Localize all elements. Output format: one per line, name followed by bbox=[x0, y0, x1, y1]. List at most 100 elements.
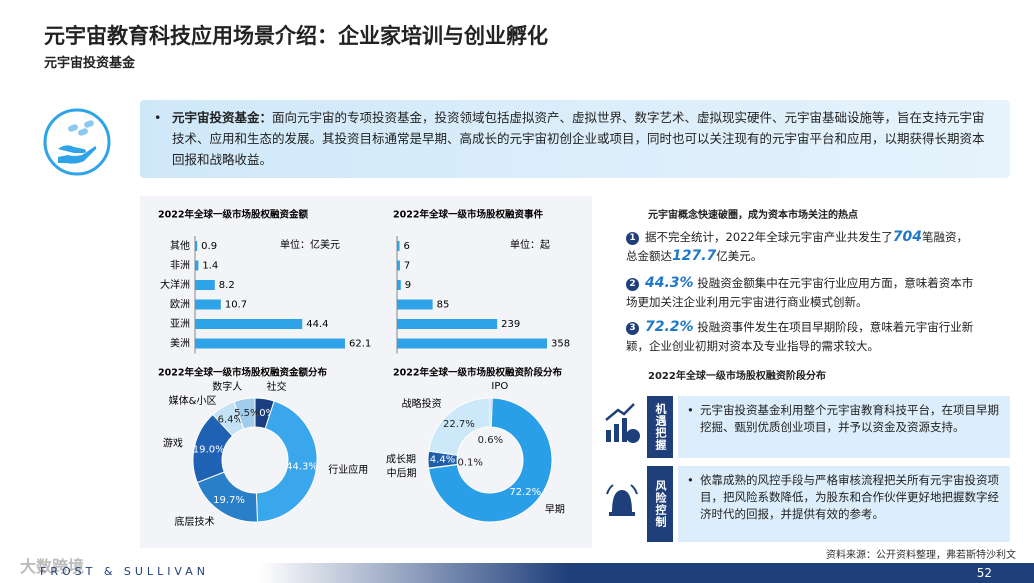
category-label: 行业应用 bbox=[328, 463, 368, 476]
intro-box: • 元宇宙投资基金：面向元宇宙的专项投资基金，投资领域包括虚拟资产、虚拟世界、数… bbox=[140, 100, 1010, 178]
slide-title: 元宇宙教育科技应用场景介绍：企业家培训与创业孵化 bbox=[44, 24, 548, 48]
category-label: 成长期 bbox=[386, 454, 416, 466]
value-label: 1.4 bbox=[202, 261, 218, 272]
value-label: 8.2 bbox=[219, 280, 235, 291]
bar bbox=[195, 338, 345, 349]
category-label: 社交 bbox=[267, 380, 287, 393]
item-value: 72.2% bbox=[645, 319, 694, 335]
item-value: 704 bbox=[892, 229, 922, 245]
bar bbox=[195, 260, 199, 271]
category-label: 游戏 bbox=[163, 437, 183, 450]
strategy-text: 依靠成熟的风控手段与严格审核流程把关所有元宇宙投资项目，把风险系数降低，为股东和… bbox=[700, 473, 999, 521]
value-label: 85 bbox=[437, 300, 450, 311]
item-number: 2 bbox=[626, 278, 639, 291]
value-label: 19.0% bbox=[193, 444, 225, 455]
strategy-title: 2022年全球一级市场股权融资阶段分布 bbox=[648, 371, 826, 382]
bar bbox=[397, 319, 498, 329]
bar bbox=[397, 338, 547, 349]
value-label: 358 bbox=[551, 339, 570, 350]
bar bbox=[195, 241, 198, 251]
value-label: 44.3% bbox=[286, 461, 318, 472]
highlight-item: 2 44.3% 投融资金额集中在元宇宙行业应用方面，意味着资本市场更加关注企业利用… bbox=[626, 274, 976, 312]
strategy-box: • 元宇宙投资基金利用整个元宇宙教育科技平台，在项目早期挖掘、甄别优质创业项目，并… bbox=[678, 396, 1010, 458]
value-label: 10.7 bbox=[225, 300, 247, 311]
value-label: 0.6% bbox=[478, 435, 503, 446]
value-label: 62.1 bbox=[349, 339, 371, 350]
donut-chart: 2022年全球一级市场股权融资金额分布 5.0% 44.3% 19.7% 19.0% 6.… bbox=[158, 367, 368, 528]
value-label: 44.4 bbox=[306, 319, 328, 330]
category-label: 早期 bbox=[545, 504, 565, 516]
value-label: 4.4% bbox=[430, 455, 455, 466]
item-text: 亿美元。 bbox=[716, 249, 763, 263]
item-value: 127.7 bbox=[672, 248, 717, 264]
category-label: 数字人 bbox=[212, 380, 242, 393]
strategy-box: • 依靠成熟的风控手段与严格审核流程把关所有元宇宙投资项目，把风险系数降低，为股东… bbox=[678, 466, 1010, 542]
item-value: 44.3% bbox=[645, 275, 694, 291]
category-label: 欧洲 bbox=[170, 299, 190, 311]
donut-chart: 2022年全球一级市场股权融资阶段分布 0.6% 72.2% 0.1%4.4% 22.7… bbox=[386, 367, 565, 523]
intro-label: 元宇宙投资基金： bbox=[172, 110, 273, 125]
bar bbox=[397, 260, 400, 271]
chart-title: 2022年全球一级市场股权融资金额分布 bbox=[158, 367, 327, 379]
alarm-icon bbox=[606, 484, 638, 516]
bar bbox=[397, 280, 401, 290]
brand: FROST & SULLIVAN bbox=[40, 565, 210, 578]
intro-text: 面向元宇宙的专项投资基金，投资领域包括虚拟资产、虚拟世界、数字艺术、虚拟现实硬件… bbox=[172, 110, 985, 167]
category-label: 战略投资 bbox=[402, 397, 442, 410]
category-label: 亚洲 bbox=[170, 318, 190, 330]
chart-title: 2022年全球一级市场股权融资事件 bbox=[393, 209, 543, 221]
value-label: 7 bbox=[404, 261, 410, 272]
item-text: 据不完全统计，2022年全球元宇宙产业共发生了 bbox=[645, 230, 893, 244]
category-label: 大洋洲 bbox=[160, 278, 190, 291]
source-note: 资料来源：公开资料整理，弗若斯特沙利文 bbox=[826, 550, 1016, 561]
bar bbox=[397, 299, 433, 310]
category-label: 底层技术 bbox=[175, 515, 215, 528]
highlights-title: 元宇宙概念快速破圈，成为资本市场关注的热点 bbox=[648, 210, 858, 221]
unit-label: 单位：起 bbox=[510, 238, 550, 251]
donut-segment bbox=[428, 397, 491, 456]
bar bbox=[195, 299, 221, 310]
item-number: 1 bbox=[626, 232, 639, 245]
item-text: 投融资事件发生在项目早期阶段，意味着元宇宙行业新颖，企业创业初期对资本及专业指导… bbox=[626, 320, 974, 353]
bar bbox=[397, 241, 400, 251]
chart-title: 2022年全球一级市场股权融资阶段分布 bbox=[393, 367, 562, 379]
value-label: 0.1% bbox=[457, 458, 482, 469]
chart-title: 2022年全球一级市场股权融资金额 bbox=[158, 209, 308, 221]
value-label: 19.7% bbox=[213, 495, 245, 506]
strategy-label: 风险控制 bbox=[647, 466, 673, 542]
watermark: 大数跨境 bbox=[20, 557, 85, 576]
value-label: 6 bbox=[404, 241, 410, 252]
unit-label: 单位：亿美元 bbox=[280, 238, 340, 251]
value-label: 72.2% bbox=[509, 487, 541, 498]
slide-subtitle: 元宇宙投资基金 bbox=[44, 56, 136, 71]
strategy-text: 元宇宙投资基金利用整个元宇宙教育科技平台，在项目早期挖掘、甄别优质创业项目，并予… bbox=[700, 403, 999, 434]
bar bbox=[195, 319, 303, 329]
category-label: 非洲 bbox=[170, 260, 190, 272]
donut-segment bbox=[233, 397, 256, 430]
value-label: 5.0% bbox=[250, 408, 275, 419]
value-label: 9 bbox=[405, 280, 411, 291]
value-label: 22.7% bbox=[443, 419, 475, 430]
category-label: 美洲 bbox=[170, 337, 190, 350]
category-label: 中后期 bbox=[387, 467, 417, 480]
donut-segment bbox=[428, 397, 553, 523]
fund-icon bbox=[43, 108, 111, 176]
highlight-item: 3 72.2% 投融资事件发生在项目早期阶段，意味着元宇宙行业新颖，企业创业初期对… bbox=[626, 318, 976, 356]
item-number: 3 bbox=[626, 322, 639, 335]
value-label: 0.9 bbox=[201, 241, 217, 252]
item-text: 笔融资，总金额达 bbox=[626, 230, 968, 263]
category-label: IPO bbox=[491, 381, 508, 392]
growth-icon bbox=[605, 403, 640, 443]
value-label: 5.5% bbox=[234, 408, 259, 419]
value-label: 239 bbox=[501, 319, 520, 330]
footer-bar bbox=[0, 563, 1034, 583]
item-text: 投融资金额集中在元宇宙行业应用方面，意味着资本市场更加关注企业利用元宇宙进行商业… bbox=[626, 276, 974, 309]
category-label: 媒体&小区 bbox=[169, 395, 217, 407]
page-number: 52 bbox=[976, 566, 992, 580]
highlight-item: 1 据不完全统计，2022年全球元宇宙产业共发生了704笔融资，总金额达127.7… bbox=[626, 228, 976, 266]
value-label: 6.4% bbox=[218, 414, 243, 425]
strategy-label: 机遇把握 bbox=[647, 396, 673, 458]
